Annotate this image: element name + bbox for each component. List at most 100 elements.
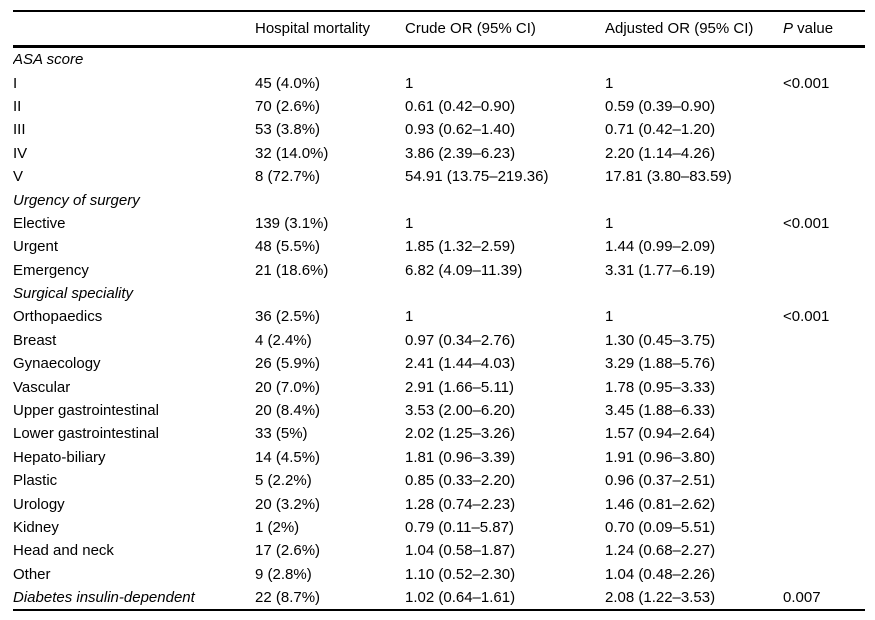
p-value-cell [783, 259, 865, 282]
mortality-cell: 70 (2.6%) [255, 97, 321, 115]
crude-or-cell: 54.91 (13.75–219.36) [405, 168, 549, 186]
mortality-cell: 53 (3.8%) [255, 121, 321, 139]
table-row: Upper gastrointestinal 20 (8.4%) 3.53 (2… [13, 399, 865, 422]
p-value-cell [783, 539, 865, 562]
crude-or-cell: 1.28 (0.74–2.23) [405, 495, 516, 513]
p-value-header-rest: value [793, 20, 834, 37]
row-label-cell: Hepato-biliary [13, 448, 106, 466]
row-label-cell: Kidney [13, 519, 59, 536]
crude-or-cell: 3.86 (2.39–6.23) [405, 144, 516, 162]
p-value-cell [783, 516, 865, 539]
section-header-row: Surgical speciality [13, 282, 865, 305]
p-value-cell [783, 469, 865, 492]
row-label-cell: Breast [13, 331, 57, 349]
row-label-cell: Orthopaedics [13, 308, 103, 326]
table-row: I 45 (4.0%) 1 1 <0.001 [13, 71, 865, 94]
table-row: Lower gastrointestinal 33 (5%) 2.02 (1.2… [13, 422, 865, 445]
section-label: Urgency of surgery [13, 191, 140, 209]
section-header-row: Urgency of surgery [13, 188, 865, 211]
table-row: Head and neck 17 (2.6%) 1.04 (0.58–1.87)… [13, 539, 865, 562]
column-header-empty [13, 10, 255, 48]
adjusted-or-cell: 1 [605, 214, 614, 232]
crude-or-cell: 1.02 (0.64–1.61) [405, 585, 605, 612]
p-value-cell [783, 165, 865, 188]
adjusted-or-cell: 2.08 (1.22–3.53) [605, 585, 783, 612]
table-header-row: Hospital mortality Crude OR (95% CI) Adj… [13, 10, 865, 48]
row-label-cell: V [13, 168, 24, 186]
p-value-cell [783, 329, 865, 352]
p-value-cell [783, 492, 865, 515]
table-row: Diabetes insulin-dependent 22 (8.7%) 1.0… [13, 585, 865, 612]
crude-or-cell: 0.93 (0.62–1.40) [405, 121, 516, 139]
table-row: Gynaecology 26 (5.9%) 2.41 (1.44–4.03) 3… [13, 352, 865, 375]
p-value-cell [783, 563, 865, 586]
mortality-cell: 21 (18.6%) [255, 261, 329, 279]
row-label-cell: III [13, 121, 26, 139]
crude-or-cell: 1.81 (0.96–3.39) [405, 448, 516, 466]
p-value-cell [783, 446, 865, 469]
mortality-cell: 4 (2.4%) [255, 331, 312, 349]
table-row: Plastic 5 (2.2%) 0.85 (0.33–2.20) 0.96 (… [13, 469, 865, 492]
table-row: Emergency 21 (18.6%) 6.82 (4.09–11.39) 3… [13, 259, 865, 282]
table-row: V 8 (72.7%) 54.91 (13.75–219.36) 17.81 (… [13, 165, 865, 188]
row-label-cell: Plastic [13, 472, 58, 490]
row-label-cell: II [13, 97, 22, 115]
adjusted-or-cell: 3.29 (1.88–5.76) [605, 355, 716, 373]
row-label-cell: Emergency [13, 261, 89, 279]
mortality-cell: 33 (5%) [255, 425, 308, 443]
crude-or-cell: 1.85 (1.32–2.59) [405, 238, 516, 256]
adjusted-or-cell: 3.31 (1.77–6.19) [605, 261, 716, 279]
table-row: II 70 (2.6%) 0.61 (0.42–0.90) 0.59 (0.39… [13, 95, 865, 118]
table-row: Kidney 1 (2%) 0.79 (0.11–5.87) 0.70 (0.0… [13, 516, 865, 539]
row-label-cell: I [13, 74, 18, 92]
crude-or-cell: 2.02 (1.25–3.26) [405, 425, 516, 443]
adjusted-or-cell: 1.24 (0.68–2.27) [605, 542, 716, 560]
row-label-cell: Diabetes insulin-dependent [13, 585, 255, 612]
table-row: Urology 20 (3.2%) 1.28 (0.74–2.23) 1.46 … [13, 492, 865, 515]
p-value-cell [783, 375, 865, 398]
table-row: Vascular 20 (7.0%) 2.91 (1.66–5.11) 1.78… [13, 375, 865, 398]
mortality-cell: 36 (2.5%) [255, 308, 321, 326]
crude-or-cell: 1.04 (0.58–1.87) [405, 542, 516, 560]
mortality-cell: 5 (2.2%) [255, 472, 312, 490]
row-label-cell: Other [13, 565, 51, 583]
mortality-cell: 139 (3.1%) [255, 214, 329, 232]
column-header-adjusted-or: Adjusted OR (95% CI) [605, 10, 783, 48]
mortality-cell: 20 (8.4%) [255, 402, 321, 420]
mortality-cell: 9 (2.8%) [255, 565, 312, 583]
section-label: Surgical speciality [13, 285, 134, 303]
crude-or-cell: 0.85 (0.33–2.20) [405, 472, 516, 490]
mortality-cell: 20 (7.0%) [255, 378, 321, 396]
crude-or-cell: 0.79 (0.11–5.87) [405, 519, 514, 536]
adjusted-or-cell: 1.44 (0.99–2.09) [605, 238, 716, 256]
crude-or-cell: 0.97 (0.34–2.76) [405, 331, 516, 349]
adjusted-or-cell: 0.59 (0.39–0.90) [605, 97, 716, 115]
crude-or-cell: 6.82 (4.09–11.39) [405, 261, 523, 279]
table-row: Urgent 48 (5.5%) 1.85 (1.32–2.59) 1.44 (… [13, 235, 865, 258]
crude-or-cell: 1.10 (0.52–2.30) [405, 565, 516, 583]
p-value-cell [783, 422, 865, 445]
row-label-cell: Elective [13, 214, 66, 232]
adjusted-or-cell: 3.45 (1.88–6.33) [605, 402, 716, 420]
mortality-cell: 45 (4.0%) [255, 74, 321, 92]
mortality-cell: 14 (4.5%) [255, 448, 321, 466]
crude-or-cell: 2.91 (1.66–5.11) [405, 378, 514, 396]
mortality-cell: 20 (3.2%) [255, 495, 321, 513]
adjusted-or-cell: 1.57 (0.94–2.64) [605, 425, 716, 443]
p-value-cell [783, 352, 865, 375]
row-label-cell: Gynaecology [13, 355, 101, 373]
p-value-cell: <0.001 [783, 308, 830, 326]
p-value-cell [783, 235, 865, 258]
adjusted-or-cell: 1 [605, 308, 614, 326]
column-header-p-value: P value [783, 10, 865, 48]
p-value-cell [783, 95, 865, 118]
crude-or-cell: 1 [405, 308, 414, 326]
p-value-cell [783, 118, 865, 141]
row-label-cell: Urology [13, 495, 65, 513]
table-row: Elective 139 (3.1%) 1 1 <0.001 [13, 212, 865, 235]
adjusted-or-cell: 17.81 (3.80–83.59) [605, 168, 732, 186]
odds-ratio-table: Hospital mortality Crude OR (95% CI) Adj… [13, 10, 865, 612]
adjusted-or-cell: 1.04 (0.48–2.26) [605, 565, 716, 583]
p-value-cell [783, 399, 865, 422]
adjusted-or-cell: 0.96 (0.37–2.51) [605, 472, 716, 490]
